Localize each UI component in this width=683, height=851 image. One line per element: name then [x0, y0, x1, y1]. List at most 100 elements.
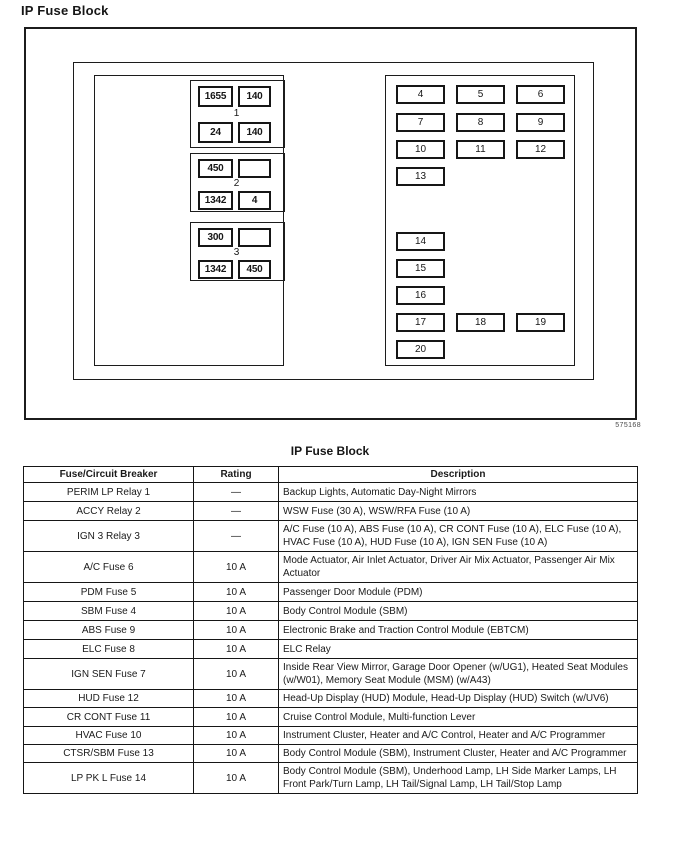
table-row: PDM Fuse 5 10 A Passenger Door Module (P… — [23, 582, 638, 602]
relay-cell: 140 — [238, 86, 271, 107]
fuse-rating: 10 A — [193, 658, 279, 690]
fuse-box-15: 15 — [396, 259, 445, 278]
column-header-fuse: Fuse/Circuit Breaker — [23, 466, 194, 483]
relay-cell: 140 — [238, 122, 271, 143]
table-row: CR CONT Fuse 11 10 A Cruise Control Modu… — [23, 707, 638, 727]
fuse-rating: 10 A — [193, 762, 279, 794]
fuse-box-5: 5 — [456, 85, 505, 104]
fuse-box-9: 9 — [516, 113, 565, 132]
table-row: A/C Fuse 6 10 A Mode Actuator, Air Inlet… — [23, 551, 638, 583]
fuse-name: ABS Fuse 9 — [23, 620, 194, 640]
table-row: CTSR/SBM Fuse 13 10 A Body Control Modul… — [23, 744, 638, 763]
column-header-rating: Rating — [193, 466, 279, 483]
fuse-rating: 10 A — [193, 601, 279, 621]
relay-group-3 — [190, 222, 285, 281]
fuse-rating: — — [193, 520, 279, 552]
group-number-label: 1 — [233, 108, 240, 119]
fuse-name: SBM Fuse 4 — [23, 601, 194, 621]
relay-cell: 450 — [198, 159, 233, 178]
table-row: HVAC Fuse 10 10 A Instrument Cluster, He… — [23, 726, 638, 745]
relay-cell — [238, 228, 271, 247]
fuse-box-13: 13 — [396, 167, 445, 186]
fuse-description: Mode Actuator, Air Inlet Actuator, Drive… — [278, 551, 638, 583]
fuse-name: PDM Fuse 5 — [23, 582, 194, 602]
fuse-description: Body Control Module (SBM), Instrument Cl… — [278, 744, 638, 763]
table-row: LP PK L Fuse 14 10 A Body Control Module… — [23, 762, 638, 794]
table-row: ABS Fuse 9 10 A Electronic Brake and Tra… — [23, 620, 638, 640]
relay-panel — [94, 75, 284, 366]
fuse-description: A/C Fuse (10 A), ABS Fuse (10 A), CR CON… — [278, 520, 638, 552]
relay-cell: 1342 — [198, 260, 233, 279]
fuse-box-16: 16 — [396, 286, 445, 305]
fuse-rating: 10 A — [193, 639, 279, 659]
fuse-rating: 10 A — [193, 689, 279, 708]
fuse-box-12: 12 — [516, 140, 565, 159]
relay-cell: 450 — [238, 260, 271, 279]
relay-cell: 24 — [198, 122, 233, 143]
fuse-description: Passenger Door Module (PDM) — [278, 582, 638, 602]
fuse-description: Head-Up Display (HUD) Module, Head-Up Di… — [278, 689, 638, 708]
fuse-name: IGN SEN Fuse 7 — [23, 658, 194, 690]
fuse-rating: 10 A — [193, 620, 279, 640]
fuse-name: HUD Fuse 12 — [23, 689, 194, 708]
fuse-description: Body Control Module (SBM), Underhood Lam… — [278, 762, 638, 794]
fuse-box-20: 20 — [396, 340, 445, 359]
figure-number: 575168 — [615, 422, 641, 429]
fuse-name: IGN 3 Relay 3 — [23, 520, 194, 552]
fuse-name: A/C Fuse 6 — [23, 551, 194, 583]
group-number-label: 3 — [233, 247, 240, 258]
fuse-box-14: 14 — [396, 232, 445, 251]
table-header-row: Fuse/Circuit Breaker Rating Description — [23, 466, 638, 483]
fuse-description: Backup Lights, Automatic Day-Night Mirro… — [278, 482, 638, 502]
column-header-description: Description — [278, 466, 638, 483]
fuse-name: PERIM LP Relay 1 — [23, 482, 194, 502]
fuse-box-19: 19 — [516, 313, 565, 332]
page-title: IP Fuse Block — [21, 3, 109, 18]
table-row: HUD Fuse 12 10 A Head-Up Display (HUD) M… — [23, 689, 638, 708]
ip-fuse-block-diagram: 1655 140 1 24 140 450 2 1342 4 300 3 134… — [24, 27, 641, 429]
fuse-name: ELC Fuse 8 — [23, 639, 194, 659]
table-title: IP Fuse Block — [290, 444, 370, 458]
table-row: IGN SEN Fuse 7 10 A Inside Rear View Mir… — [23, 658, 638, 690]
relay-cell: 1342 — [198, 191, 233, 210]
fuse-name: CR CONT Fuse 11 — [23, 707, 194, 727]
fuse-table: Fuse/Circuit Breaker Rating Description … — [23, 466, 638, 794]
fuse-box-8: 8 — [456, 113, 505, 132]
fuse-description: ELC Relay — [278, 639, 638, 659]
relay-cell: 300 — [198, 228, 233, 247]
fuse-box-17: 17 — [396, 313, 445, 332]
fuse-description: Cruise Control Module, Multi-function Le… — [278, 707, 638, 727]
fuse-box-18: 18 — [456, 313, 505, 332]
fuse-description: Electronic Brake and Traction Control Mo… — [278, 620, 638, 640]
table-row: SBM Fuse 4 10 A Body Control Module (SBM… — [23, 601, 638, 621]
table-row: ELC Fuse 8 10 A ELC Relay — [23, 639, 638, 659]
fuse-description: Inside Rear View Mirror, Garage Door Ope… — [278, 658, 638, 690]
diagram-outer-frame — [24, 27, 637, 420]
fuse-panel — [385, 75, 575, 366]
fuse-box-4: 4 — [396, 85, 445, 104]
group-number-label: 2 — [233, 178, 240, 189]
fuse-description: Body Control Module (SBM) — [278, 601, 638, 621]
fuse-name: LP PK L Fuse 14 — [23, 762, 194, 794]
diagram-inner-frame — [73, 62, 594, 380]
fuse-rating: 10 A — [193, 744, 279, 763]
fuse-box-7: 7 — [396, 113, 445, 132]
table-row: IGN 3 Relay 3 — A/C Fuse (10 A), ABS Fus… — [23, 520, 638, 552]
fuse-name: HVAC Fuse 10 — [23, 726, 194, 745]
fuse-box-6: 6 — [516, 85, 565, 104]
fuse-description: Instrument Cluster, Heater and A/C Contr… — [278, 726, 638, 745]
fuse-rating: — — [193, 482, 279, 502]
fuse-name: CTSR/SBM Fuse 13 — [23, 744, 194, 763]
relay-group-1 — [190, 80, 285, 148]
fuse-rating: 10 A — [193, 551, 279, 583]
relay-cell: 4 — [238, 191, 271, 210]
fuse-rating: — — [193, 501, 279, 521]
fuse-description: WSW Fuse (30 A), WSW/RFA Fuse (10 A) — [278, 501, 638, 521]
fuse-box-11: 11 — [456, 140, 505, 159]
relay-cell — [238, 159, 271, 178]
table-row: ACCY Relay 2 — WSW Fuse (30 A), WSW/RFA … — [23, 501, 638, 521]
relay-group-2 — [190, 153, 285, 212]
fuse-name: ACCY Relay 2 — [23, 501, 194, 521]
fuse-box-10: 10 — [396, 140, 445, 159]
